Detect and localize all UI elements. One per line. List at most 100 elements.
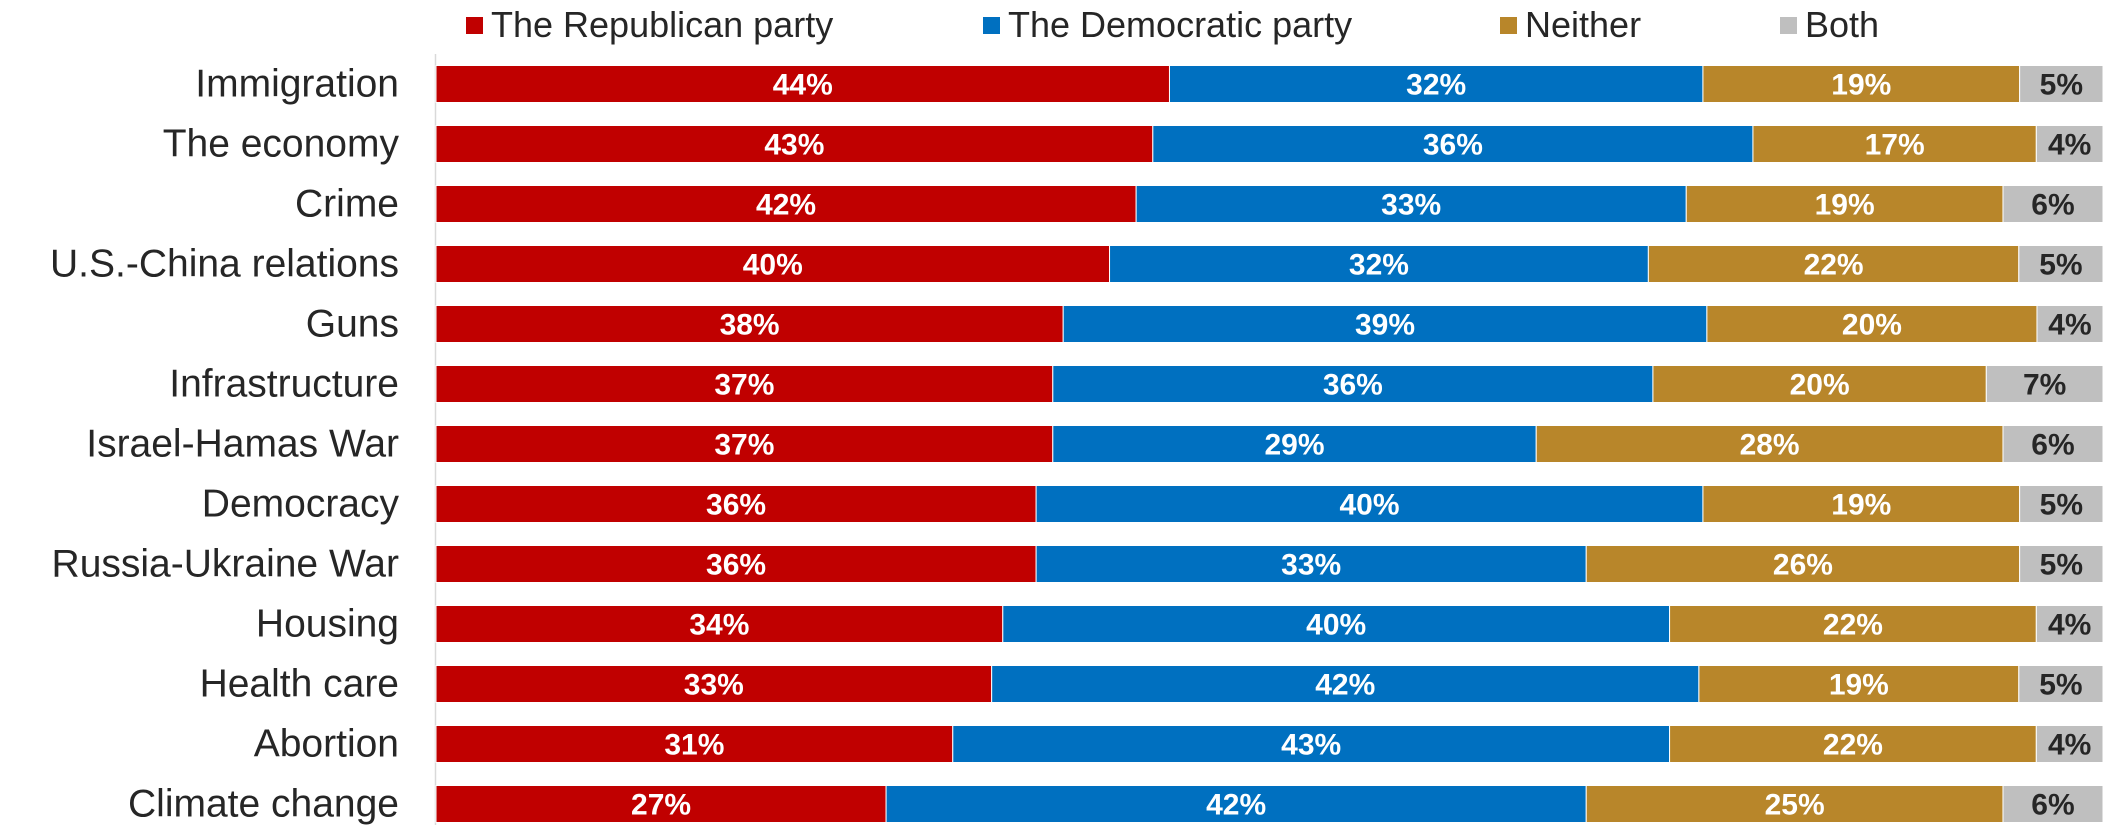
- category-label-climate-change: Climate change: [128, 783, 399, 825]
- bar-the-economy-neither: [1752, 125, 2037, 163]
- data-label-housing-the-republican-party: 34%: [689, 609, 749, 642]
- data-label-russia-ukraine-war-the-republican-party: 36%: [706, 549, 766, 582]
- data-label-infrastructure-neither: 20%: [1790, 369, 1850, 402]
- bar-health-care-neither: [1698, 665, 2020, 703]
- legend-label-democratic: The Democratic party: [1008, 4, 1353, 45]
- data-label-u-s-china-relations-the-republican-party: 40%: [743, 249, 803, 282]
- bar-housing-both: [2035, 605, 2103, 643]
- bar-health-care-both: [2018, 665, 2103, 703]
- data-label-health-care-the-democratic-party: 42%: [1315, 669, 1375, 702]
- legend-label-neither: Neither: [1525, 4, 1642, 45]
- bar-russia-ukraine-war-the-democratic-party: [1035, 545, 1587, 583]
- data-label-the-economy-neither: 17%: [1865, 129, 1925, 162]
- data-label-immigration-both: 5%: [2040, 69, 2083, 102]
- bar-abortion-the-democratic-party: [952, 725, 1671, 763]
- data-label-housing-the-democratic-party: 40%: [1306, 609, 1366, 642]
- bar-infrastructure-both: [1985, 365, 2103, 403]
- data-label-housing-both: 4%: [2048, 609, 2091, 642]
- data-label-democracy-the-republican-party: 36%: [706, 489, 766, 522]
- category-label-israel-hamas-war: Israel-Hamas War: [86, 423, 399, 466]
- category-label-guns: Guns: [306, 303, 399, 346]
- data-label-abortion-both: 4%: [2048, 729, 2091, 762]
- data-label-democracy-neither: 19%: [1831, 489, 1891, 522]
- bar-russia-ukraine-war-both: [2019, 545, 2103, 583]
- data-label-guns-both: 4%: [2048, 309, 2091, 342]
- bar-the-economy-both: [2035, 125, 2103, 163]
- bar-u-s-china-relations-both: [2018, 245, 2103, 283]
- data-label-the-economy-both: 4%: [2048, 129, 2091, 162]
- data-label-israel-hamas-war-the-democratic-party: 29%: [1264, 429, 1324, 462]
- data-label-immigration-the-democratic-party: 32%: [1406, 69, 1466, 102]
- data-label-abortion-neither: 22%: [1823, 729, 1883, 762]
- bar-abortion-the-republican-party: [435, 725, 954, 763]
- legend-swatch-both: [1780, 16, 1797, 34]
- bar-climate-change-the-democratic-party: [885, 785, 1587, 823]
- data-label-russia-ukraine-war-neither: 26%: [1773, 549, 1833, 582]
- category-label-democracy: Democracy: [202, 483, 400, 526]
- legend-swatch-neither: [1500, 16, 1517, 34]
- data-label-crime-the-republican-party: 42%: [756, 189, 816, 222]
- data-label-guns-the-republican-party: 38%: [720, 309, 780, 342]
- category-label-health-care: Health care: [200, 663, 399, 706]
- category-label-abortion: Abortion: [254, 723, 399, 766]
- data-label-israel-hamas-war-neither: 28%: [1740, 429, 1800, 462]
- data-label-health-care-neither: 19%: [1829, 669, 1889, 702]
- legend-label-republican: The Republican party: [491, 4, 834, 45]
- bar-housing-neither: [1669, 605, 2037, 643]
- bar-guns-the-democratic-party: [1062, 305, 1708, 343]
- data-label-crime-both: 6%: [2031, 189, 2074, 222]
- data-label-climate-change-the-republican-party: 27%: [631, 789, 691, 822]
- category-label-crime: Crime: [295, 183, 399, 226]
- bar-crime-the-republican-party: [435, 185, 1137, 223]
- bar-climate-change-neither: [1585, 785, 2004, 823]
- data-label-u-s-china-relations-the-democratic-party: 32%: [1349, 249, 1409, 282]
- bar-the-economy-the-democratic-party: [1152, 125, 1754, 163]
- bar-crime-the-democratic-party: [1135, 185, 1687, 223]
- bar-immigration-neither: [1702, 65, 2021, 103]
- data-label-israel-hamas-war-both: 6%: [2031, 429, 2074, 462]
- data-label-infrastructure-the-democratic-party: 36%: [1323, 369, 1383, 402]
- bar-guns-both: [2036, 305, 2103, 343]
- bar-immigration-the-democratic-party: [1168, 65, 1704, 103]
- legend-swatch-democratic: [983, 16, 1000, 34]
- legend-swatch-republican: [466, 16, 483, 34]
- bar-crime-neither: [1685, 185, 2004, 223]
- data-label-democracy-both: 5%: [2040, 489, 2083, 522]
- bar-u-s-china-relations-the-republican-party: [435, 245, 1111, 283]
- data-label-immigration-neither: 19%: [1831, 69, 1891, 102]
- data-label-democracy-the-democratic-party: 40%: [1339, 489, 1399, 522]
- bar-health-care-the-republican-party: [435, 665, 993, 703]
- legend-item-republican: The Republican party: [466, 2, 833, 48]
- bar-housing-the-democratic-party: [1002, 605, 1671, 643]
- data-label-infrastructure-both: 7%: [2023, 369, 2066, 402]
- data-label-health-care-the-republican-party: 33%: [684, 669, 744, 702]
- data-label-abortion-the-democratic-party: 43%: [1281, 729, 1341, 762]
- data-label-abortion-the-republican-party: 31%: [664, 729, 724, 762]
- bar-israel-hamas-war-the-democratic-party: [1052, 425, 1537, 463]
- data-label-housing-neither: 22%: [1823, 609, 1883, 642]
- category-label-u-s-china-relations: U.S.-China relations: [50, 243, 399, 286]
- data-label-crime-the-democratic-party: 33%: [1381, 189, 1441, 222]
- chart-legend: The Republican party The Democratic part…: [0, 2, 2103, 48]
- data-label-infrastructure-the-republican-party: 37%: [714, 369, 774, 402]
- bar-the-economy-the-republican-party: [435, 125, 1154, 163]
- data-label-climate-change-the-democratic-party: 42%: [1206, 789, 1266, 822]
- bar-health-care-the-democratic-party: [991, 665, 1700, 703]
- category-label-the-economy: The economy: [163, 123, 400, 166]
- data-label-climate-change-both: 6%: [2031, 789, 2074, 822]
- bar-israel-hamas-war-both: [2002, 425, 2103, 463]
- data-label-guns-neither: 20%: [1842, 309, 1902, 342]
- data-label-immigration-the-republican-party: 44%: [773, 69, 833, 102]
- category-label-housing: Housing: [256, 603, 399, 646]
- bar-russia-ukraine-war-the-republican-party: [435, 545, 1037, 583]
- category-label-russia-ukraine-war: Russia-Ukraine War: [52, 543, 399, 586]
- legend-item-neither: Neither: [1500, 2, 1641, 48]
- bar-israel-hamas-war-the-republican-party: [435, 425, 1054, 463]
- data-label-health-care-both: 5%: [2039, 669, 2082, 702]
- legend-label-both: Both: [1805, 4, 1880, 45]
- legend-item-both: Both: [1780, 2, 1879, 48]
- bar-democracy-both: [2019, 485, 2103, 523]
- bar-u-s-china-relations-the-democratic-party: [1109, 245, 1649, 283]
- bar-climate-change-the-republican-party: [435, 785, 887, 823]
- bar-infrastructure-neither: [1652, 365, 1987, 403]
